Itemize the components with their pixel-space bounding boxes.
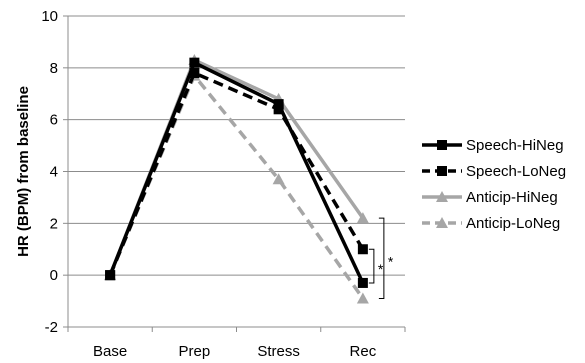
legend-item: Speech-HiNeg	[422, 137, 564, 154]
data-point	[357, 277, 368, 288]
data-point	[357, 244, 368, 255]
data-point	[356, 212, 369, 224]
bracket-speech	[368, 248, 375, 284]
significance-star: *	[388, 253, 394, 269]
data-point	[273, 104, 284, 115]
legend-marker	[436, 191, 448, 202]
significance-annotations: * *	[368, 217, 394, 299]
series-anticip-hineg	[104, 54, 369, 281]
x-tick-labels: Base Prep Stress Rec	[93, 343, 377, 360]
legend-label: Anticip-LoNeg	[466, 215, 560, 232]
y-tick-label: 8	[50, 60, 58, 77]
legend-marker	[436, 217, 448, 228]
y-tick-label: 10	[41, 8, 58, 25]
y-tick-label: 2	[50, 215, 58, 232]
series-line	[108, 73, 365, 300]
legend-label: Anticip-HiNeg	[466, 189, 558, 206]
legend: Speech-HiNeg Speech-LoNeg Anticip-HiNeg Ant…	[422, 137, 566, 232]
y-axis-label: HR (BPM) from baseline	[15, 86, 32, 257]
y-tick-label: 4	[50, 164, 58, 181]
legend-marker	[437, 166, 447, 176]
y-tick-label: 6	[50, 112, 58, 129]
x-tick-label: Base	[93, 343, 127, 360]
gridlines	[68, 15, 405, 328]
legend-item: Anticip-LoNeg	[422, 215, 560, 232]
data-point	[105, 270, 116, 281]
legend-item: Anticip-HiNeg	[422, 189, 558, 206]
series-speech-loneg	[105, 68, 368, 281]
series-line	[108, 60, 365, 284]
legend-item: Speech-LoNeg	[422, 163, 566, 180]
data-point	[273, 99, 284, 110]
data-point	[356, 292, 369, 304]
significance-star: *	[378, 261, 384, 277]
legend-label: Speech-LoNeg	[466, 163, 566, 180]
y-tick-label: 0	[50, 267, 58, 284]
y-tick-label: -2	[45, 319, 58, 336]
legend-marker	[437, 140, 447, 150]
x-tick-label: Stress	[257, 343, 300, 360]
data-point	[272, 173, 285, 185]
series-group	[104, 54, 369, 304]
x-tick-label: Prep	[179, 343, 211, 360]
data-point	[189, 68, 200, 79]
y-tick-labels: -2 0 2 4 6 8 10	[41, 8, 58, 336]
x-tick-label: Rec	[350, 343, 377, 360]
data-point	[189, 57, 200, 68]
series-line	[108, 71, 365, 276]
legend-label: Speech-HiNeg	[466, 137, 564, 154]
axes	[63, 15, 406, 332]
bracket-anticip	[378, 217, 385, 299]
